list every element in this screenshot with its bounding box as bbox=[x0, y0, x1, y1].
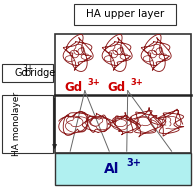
Text: 3+: 3+ bbox=[130, 78, 143, 87]
FancyBboxPatch shape bbox=[74, 4, 176, 25]
FancyBboxPatch shape bbox=[2, 64, 53, 82]
FancyBboxPatch shape bbox=[55, 153, 191, 185]
FancyBboxPatch shape bbox=[55, 34, 191, 153]
Text: Gd: Gd bbox=[15, 68, 28, 78]
FancyBboxPatch shape bbox=[2, 95, 53, 153]
Text: 3+: 3+ bbox=[87, 78, 100, 87]
Text: HA monolayer: HA monolayer bbox=[12, 92, 21, 156]
Text: bridge: bridge bbox=[24, 68, 56, 78]
Text: Al: Al bbox=[104, 162, 119, 176]
Text: HA upper layer: HA upper layer bbox=[86, 9, 164, 19]
Text: 3+: 3+ bbox=[127, 158, 142, 167]
Text: Gd: Gd bbox=[65, 81, 83, 94]
Text: Gd: Gd bbox=[108, 81, 126, 94]
Text: 3+: 3+ bbox=[23, 64, 34, 73]
